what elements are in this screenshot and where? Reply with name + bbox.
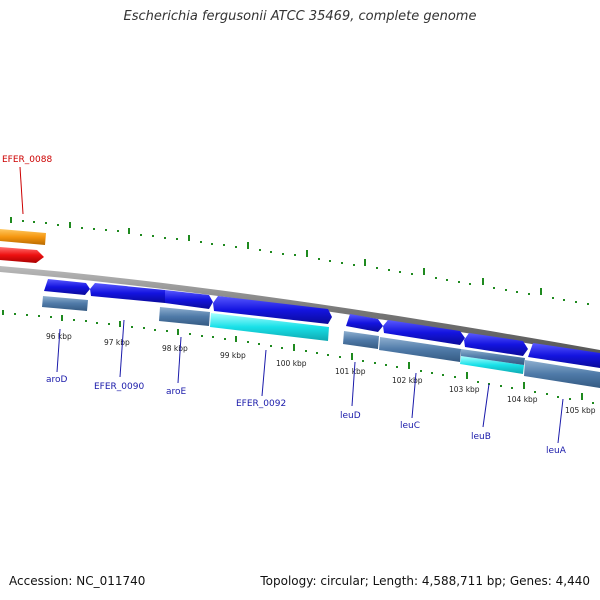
feature-box-leuB-gray[interactable]: [461, 349, 525, 365]
gene-label-leuB[interactable]: leuB: [471, 432, 491, 442]
gene-label-leuC[interactable]: leuC: [400, 421, 420, 431]
feature-box-leuB[interactable]: [460, 356, 524, 374]
gene-label-efer0092[interactable]: EFER_0092: [236, 399, 286, 409]
feature-box-leuC[interactable]: [379, 337, 461, 362]
gene-label-efer0088[interactable]: EFER_0088: [2, 155, 52, 165]
map-title: Escherichia fergusonii ATCC 35469, compl…: [123, 9, 477, 24]
kbp-label-103: 103 kbp: [449, 385, 480, 394]
gene-label-leuD[interactable]: leuD: [340, 411, 361, 421]
kbp-label-104: 104 kbp: [507, 395, 538, 404]
leader-aroE: [177, 336, 182, 384]
feature-box-leuD[interactable]: [343, 331, 379, 349]
leader-leuC: [411, 372, 417, 419]
gene-label-leuA[interactable]: leuA: [546, 446, 567, 456]
kbp-label-102: 102 kbp: [392, 376, 423, 385]
feature-box-aroE[interactable]: [159, 307, 210, 326]
gene-label-aroD[interactable]: aroD: [46, 375, 68, 385]
feature-box-aroD[interactable]: [42, 296, 88, 311]
gene-labels: EFER_0088 aroD EFER_0090 aroE EFER_0092 …: [2, 155, 567, 456]
leader-aroD: [56, 328, 61, 373]
leader-leuA: [557, 398, 564, 444]
forward-strand-genes: [44, 279, 600, 368]
gene-arrow-leuC[interactable]: [383, 320, 465, 345]
gene-arrow-leuB[interactable]: [464, 333, 528, 356]
lower-tick-track: [2, 310, 594, 404]
gene-arrow-leuD[interactable]: [346, 314, 383, 332]
leader-efer0088: [19, 166, 24, 215]
leader-efer0090: [119, 319, 125, 378]
accession-text: Accession: NC_011740: [9, 574, 146, 588]
leader-efer0092: [261, 349, 267, 397]
genome-backbone: [0, 266, 600, 356]
gene-label-efer0090[interactable]: EFER_0090: [94, 382, 144, 392]
kbp-label-101: 101 kbp: [335, 367, 366, 376]
gene-arrow-aroD[interactable]: [44, 279, 90, 295]
feature-box-leuA[interactable]: [524, 360, 600, 388]
kbp-label-98: 98 kbp: [162, 344, 188, 353]
kbp-label-105: 105 kbp: [565, 406, 596, 415]
kbp-label-99: 99 kbp: [220, 351, 246, 360]
upper-tick-track: [10, 217, 589, 305]
feature-box-efer0092[interactable]: [210, 313, 329, 341]
orange-feature[interactable]: [0, 229, 46, 245]
lower-strand-features: [42, 296, 600, 388]
kbp-label-97: 97 kbp: [104, 338, 130, 347]
gene-arrow-aroE[interactable]: [165, 290, 213, 309]
gene-arrow-leuA[interactable]: [528, 343, 600, 368]
leader-leuB: [482, 383, 490, 428]
leader-leuD: [351, 361, 356, 407]
kbp-label-100: 100 kbp: [276, 359, 307, 368]
topology-info: Topology: circular; Length: 4,588,711 bp…: [260, 574, 590, 588]
gene-arrow-efer0090[interactable]: [90, 283, 165, 303]
gene-label-aroE[interactable]: aroE: [166, 387, 187, 397]
gene-arrow-efer0092[interactable]: [213, 296, 332, 324]
red-feature-arrow[interactable]: [0, 247, 44, 263]
leader-lines: [19, 166, 564, 444]
